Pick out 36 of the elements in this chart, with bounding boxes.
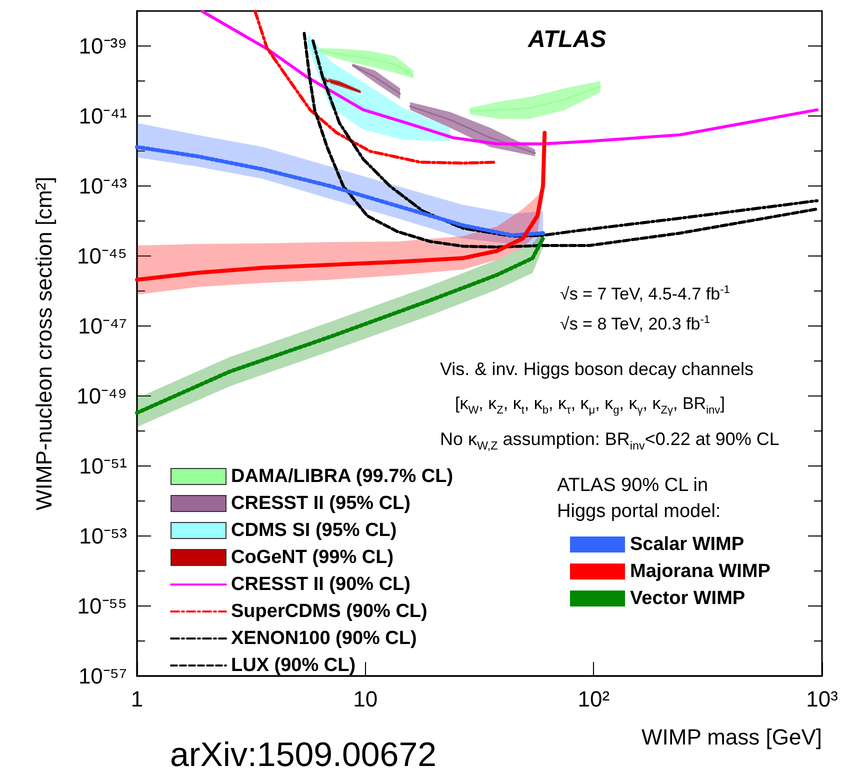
y-tick-label: 10⁻⁵⁷ <box>78 664 128 688</box>
y-tick-label: 10⁻⁵⁵ <box>77 594 127 618</box>
annotation: √s = 7 TeV, 4.5-4.7 fb$^{-1}$ <box>560 284 730 304</box>
annotation: Higgs portal model: <box>557 501 721 522</box>
legend-label: DAMA/LIBRA (99.7% CL) <box>231 466 454 487</box>
annotation: Vis. & inv. Higgs boson decay channels <box>440 359 754 379</box>
y-tick-label: 10⁻⁵¹ <box>79 454 127 478</box>
legend-label: Majorana WIMP <box>630 561 771 582</box>
legend-label: SuperCDMS (90% CL) <box>231 601 428 622</box>
legend-label: CDMS SI (95% CL) <box>231 520 397 541</box>
y-tick-label: 10⁻⁴³ <box>78 174 127 198</box>
legend-label: CRESST II (90% CL) <box>231 574 410 595</box>
y-tick-label: 10⁻⁴⁹ <box>76 384 127 408</box>
annotation: √s = 8 TeV, 20.3 fb$^{-1}$ <box>560 314 710 334</box>
annotation: No κ$_{W,Z}$ assumption: BR$_{inv}$<0.22 at 90% CL <box>440 429 780 453</box>
legend-label: LUX (90% CL) <box>231 655 356 676</box>
x-tick-label: 1 <box>130 686 144 712</box>
legend-label: XENON100 (90% CL) <box>231 628 417 649</box>
x-tick-label: 10³ <box>806 686 838 712</box>
y-tick-label: 10⁻⁴⁵ <box>76 244 127 268</box>
y-tick-label: 10⁻⁵³ <box>79 524 127 548</box>
text: arXiv:1509.00672 <box>170 736 437 774</box>
x-axis-title: WIMP mass [GeV] <box>641 724 822 750</box>
y-tick-label: 10⁻⁴¹ <box>78 104 127 128</box>
annotation: ATLAS 90% CL in <box>557 475 708 496</box>
y-axis-title: WIMP-nucleon cross section [cm²] <box>32 176 56 510</box>
legend-label: CRESST II (95% CL) <box>231 493 410 514</box>
text: [κ$_{W}$, κ$_{Z}$, κ$_{t}$, κ$_{b}$, κ$_{τ}$, κ$_{μ}$, κ$_{g}$, κ$_{γ}$, κ$_{Zγ}$, BR$_{inv}$] <box>455 394 725 416</box>
annotation: ATLAS <box>528 26 606 53</box>
x-tick-label: 10 <box>353 686 378 712</box>
y-tick-label: 10⁻⁴⁷ <box>78 314 128 338</box>
legend-label: Vector WIMP <box>630 588 746 609</box>
y-tick-label: 10⁻³⁹ <box>78 34 127 58</box>
x-tick-label: 10² <box>578 686 610 712</box>
legend-label: Scalar WIMP <box>630 534 744 555</box>
legend-label: CoGeNT (99% CL) <box>231 547 394 568</box>
